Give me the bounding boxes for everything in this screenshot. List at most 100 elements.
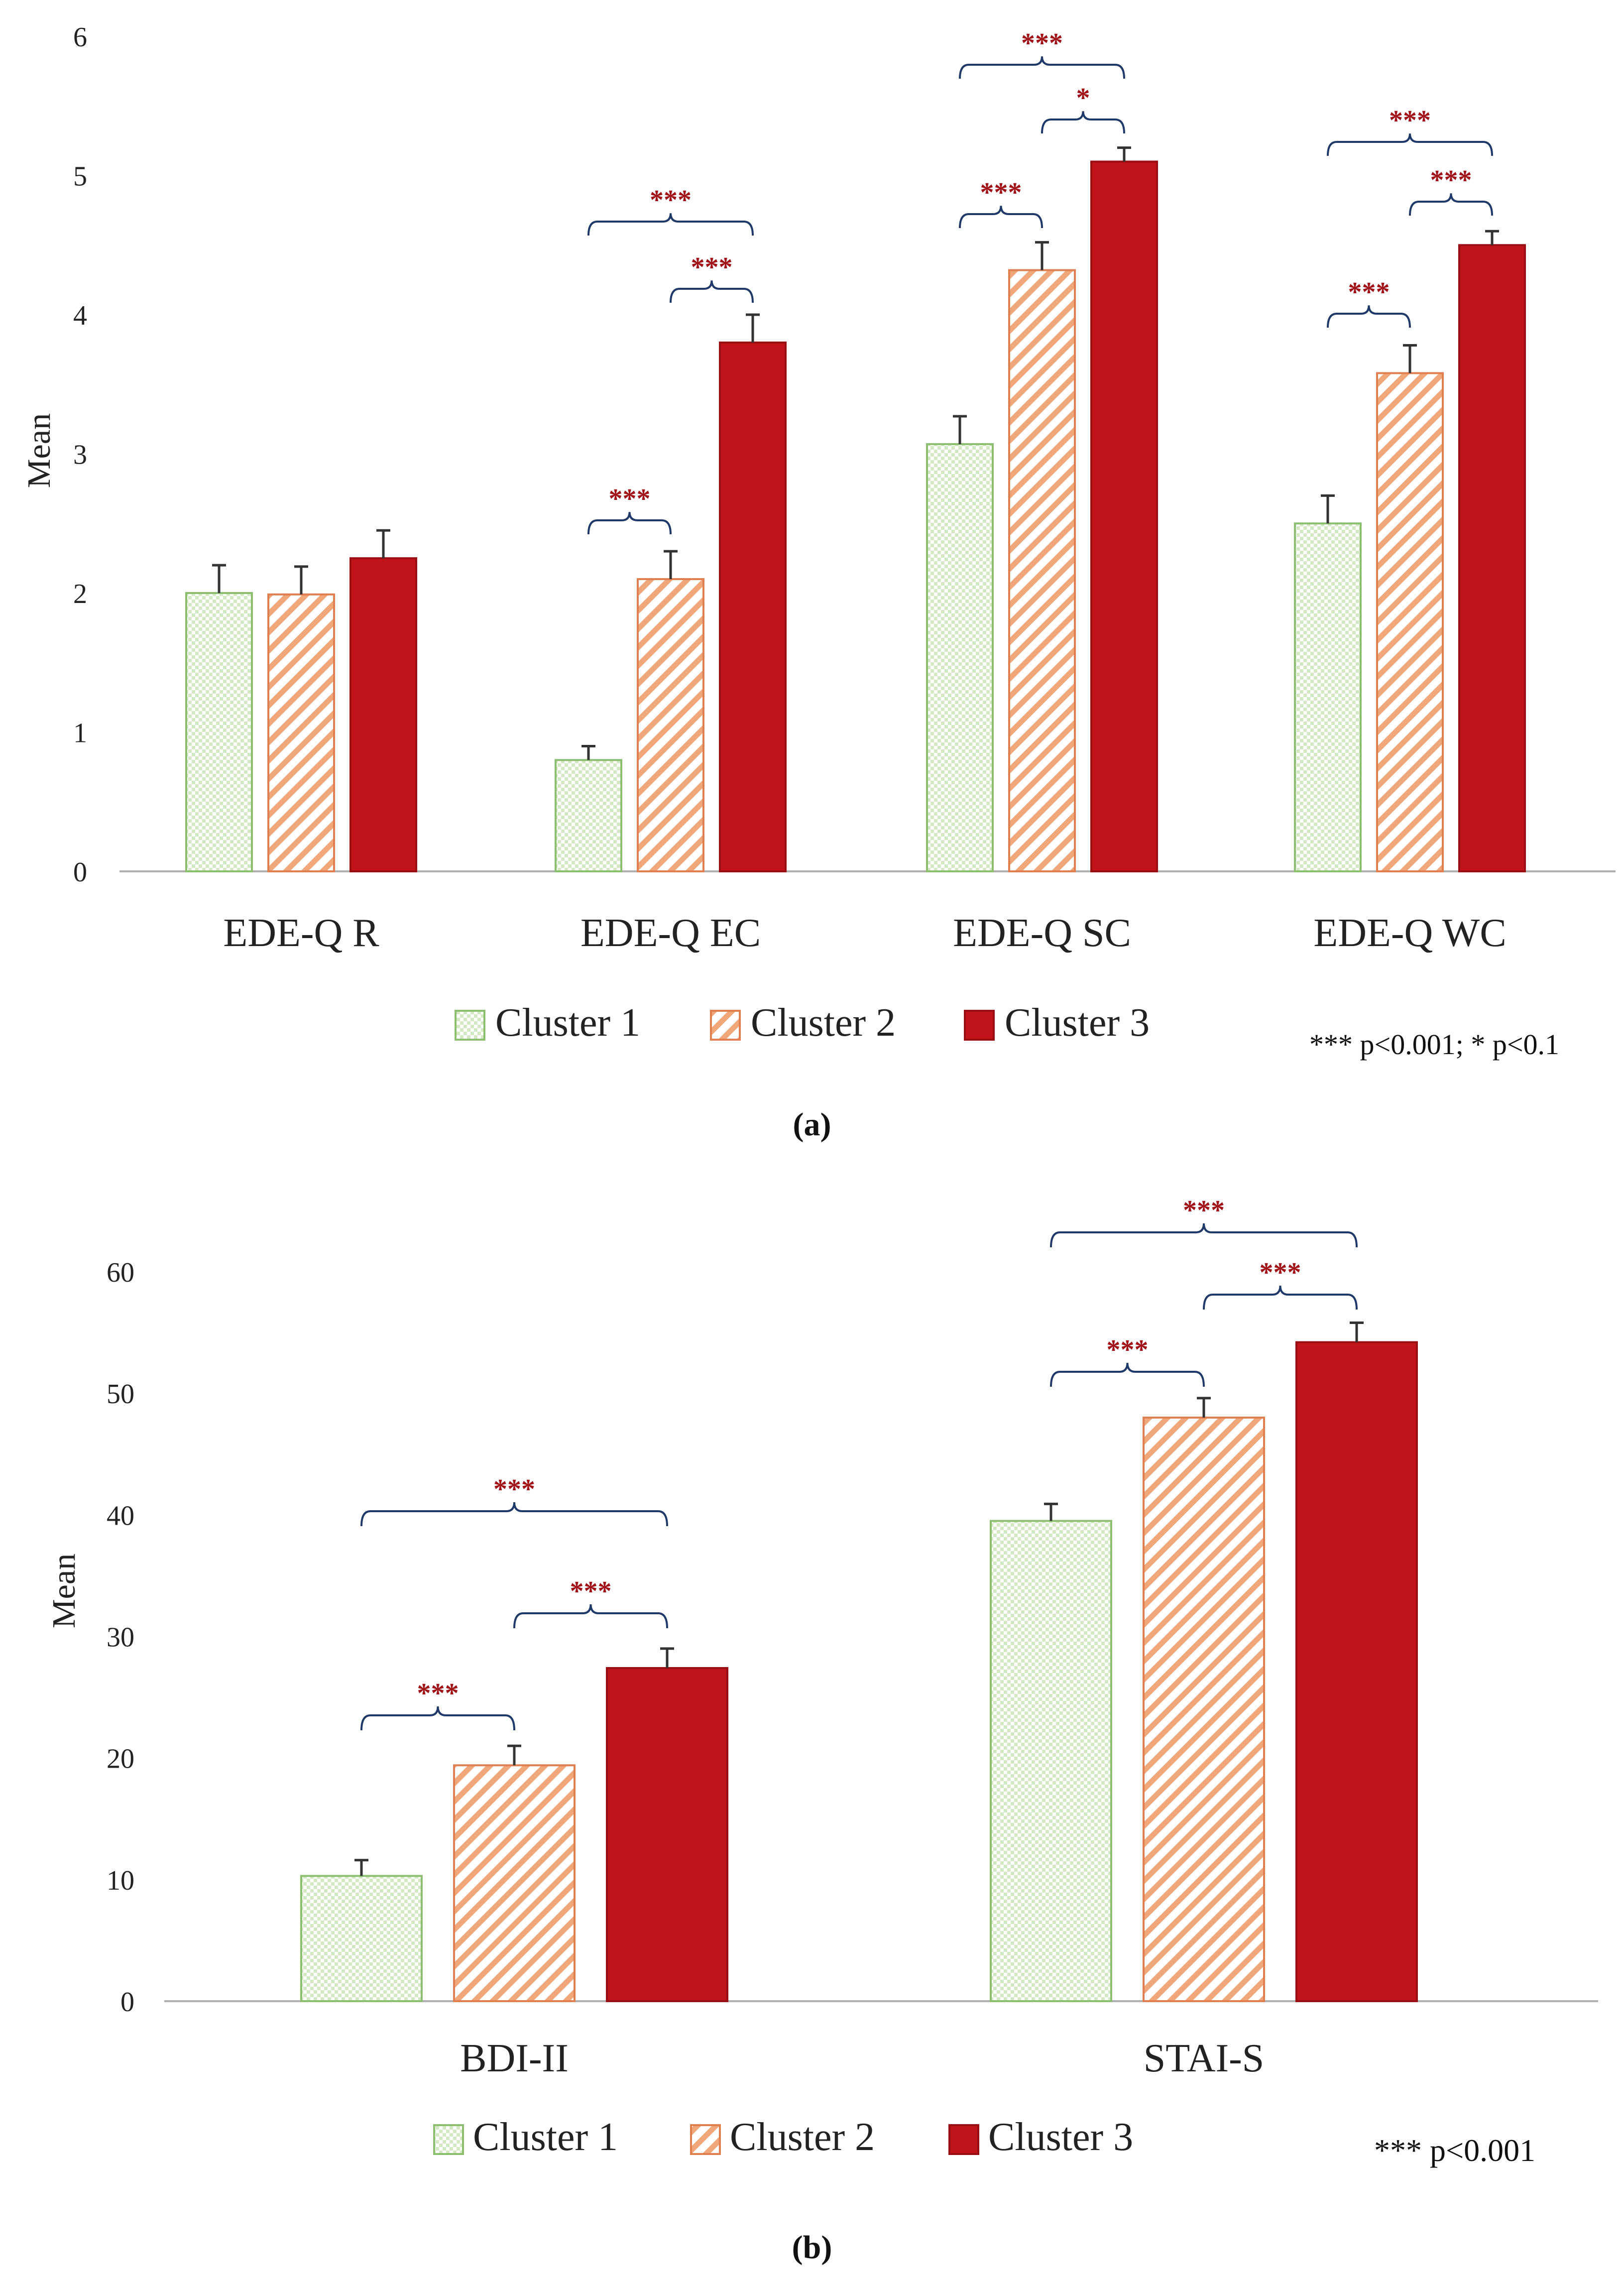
x-category-label-ede-q-ec: EDE-Q EC	[580, 911, 761, 955]
y-tick-label: 60	[107, 1257, 134, 1288]
legend-item-cluster-3: Cluster 3	[964, 1001, 1150, 1045]
significance-bracket	[1203, 1285, 1358, 1310]
panel-a-significance: ********* ****************	[587, 28, 1493, 535]
solid-red-swatch-icon	[948, 2124, 979, 2155]
panel-a-bars	[185, 146, 1526, 873]
significance-bracket	[1050, 1362, 1205, 1387]
bar-cluster-1-stai-s	[990, 1520, 1112, 2003]
bar-cluster-2-ede-q-sc	[1008, 269, 1076, 872]
significance-bracket	[1041, 111, 1125, 134]
significance-bracket	[360, 1706, 515, 1731]
panel-a-y-axis: 0 1 2 3 4 5 6	[73, 22, 87, 888]
legend-item-cluster-2: Cluster 2	[690, 2115, 875, 2159]
y-tick-label: 20	[107, 1744, 134, 1775]
legend-label-cluster-2: Cluster 2	[730, 2115, 875, 2159]
significance-bracket	[1409, 193, 1493, 216]
panel-a-significance-note: *** p<0.001; * p<0.1	[1309, 1028, 1559, 1061]
legend-item-cluster-1: Cluster 1	[433, 2115, 618, 2159]
bar-cluster-2-ede-q-r	[267, 593, 335, 873]
legend-label-cluster-1: Cluster 1	[473, 2115, 618, 2159]
legend-item-cluster-3: Cluster 3	[948, 2115, 1133, 2159]
x-category-label-ede-q-sc: EDE-Q SC	[953, 911, 1131, 955]
bar-cluster-2-ede-q-ec	[637, 578, 704, 873]
significance-bracket	[360, 1502, 668, 1527]
legend-label-cluster-3: Cluster 3	[988, 2115, 1133, 2159]
bar-cluster-1-ede-q-ec	[555, 759, 622, 873]
significance-bracket	[959, 206, 1043, 229]
significance-bracket	[1050, 1223, 1358, 1248]
bar-cluster-3-ede-q-ec	[719, 341, 787, 872]
y-tick-label: 0	[73, 857, 87, 888]
y-tick-label: 30	[107, 1622, 134, 1653]
checker-swatch-icon	[455, 1010, 485, 1041]
panel-b-significance: *** *** *** *** *** ***	[360, 1195, 1358, 1731]
bar-cluster-3-ede-q-sc	[1090, 160, 1158, 872]
bar-cluster-2-ede-q-wc	[1376, 372, 1444, 872]
significance-label: ***	[980, 177, 1022, 208]
checker-swatch-icon	[433, 2124, 464, 2155]
panel-a-x-labels: EDE-Q R EDE-Q EC EDE-Q SC EDE-Q WC	[223, 911, 1506, 955]
significance-bracket	[959, 56, 1125, 79]
bar-cluster-3-bdi-ii	[606, 1667, 728, 2003]
significance-label: ***	[1430, 165, 1472, 196]
significance-label: ***	[1348, 277, 1390, 308]
legend-item-cluster-1: Cluster 1	[455, 1001, 640, 1045]
significance-label: ***	[650, 185, 692, 216]
panel-b-bars	[300, 1321, 1418, 2003]
significance-bracket	[513, 1604, 668, 1629]
y-tick-label: 40	[107, 1500, 134, 1531]
y-tick-label: 0	[120, 1987, 134, 2018]
significance-bracket	[587, 512, 672, 535]
panel-b-y-axis: 0 10 20 30 40 50 60	[107, 1257, 134, 2018]
legend-label-cluster-1: Cluster 1	[495, 1001, 640, 1045]
y-tick-label: 2	[73, 579, 87, 609]
significance-label: ***	[1107, 1334, 1149, 1365]
bar-cluster-2-stai-s	[1143, 1417, 1265, 2002]
significance-label: ***	[1021, 28, 1063, 59]
solid-red-swatch-icon	[964, 1010, 995, 1041]
bar-cluster-2-bdi-ii	[453, 1764, 576, 2002]
y-tick-label: 1	[73, 718, 87, 749]
panel-b-x-labels: BDI-II STAI-S	[460, 2037, 1264, 2080]
significance-label: ***	[609, 483, 651, 514]
panel-b-caption: (b)	[792, 2229, 832, 2266]
significance-bracket	[1327, 133, 1493, 156]
significance-label: ***	[1183, 1195, 1225, 1226]
legend-item-cluster-2: Cluster 2	[710, 1001, 896, 1045]
significance-label: ***	[570, 1576, 612, 1607]
significance-label: ***	[1260, 1257, 1301, 1288]
significance-label: ***	[493, 1474, 535, 1505]
panel-b-y-axis-label: Mean	[46, 1554, 82, 1628]
bar-cluster-3-ede-q-wc	[1458, 244, 1526, 872]
x-category-label-stai-s: STAI-S	[1144, 2037, 1265, 2080]
x-category-label-ede-q-wc: EDE-Q WC	[1313, 911, 1506, 955]
panel-a-caption: (a)	[793, 1106, 831, 1143]
y-tick-label: 10	[107, 1865, 134, 1896]
y-tick-label: 4	[73, 300, 87, 331]
diagonal-stripe-swatch-icon	[690, 2124, 721, 2155]
bar-cluster-1-ede-q-r	[185, 592, 253, 872]
legend-label-cluster-2: Cluster 2	[751, 1001, 896, 1045]
legend-label-cluster-3: Cluster 3	[1005, 1001, 1150, 1045]
bar-cluster-3-stai-s	[1295, 1341, 1418, 2002]
bar-cluster-3-ede-q-r	[349, 557, 417, 872]
significance-bracket	[1327, 305, 1411, 328]
panel-a-legend: Cluster 1 Cluster 2 Cluster 3	[455, 1001, 1150, 1045]
x-category-label-ede-q-r: EDE-Q R	[223, 911, 379, 955]
bar-cluster-1-ede-q-wc	[1294, 522, 1362, 872]
significance-label: ***	[1389, 105, 1431, 136]
diagonal-stripe-swatch-icon	[710, 1010, 741, 1041]
significance-label: ***	[417, 1678, 459, 1709]
significance-bracket	[670, 280, 754, 303]
panel-b-legend: Cluster 1 Cluster 2 Cluster 3	[433, 2115, 1133, 2159]
significance-label: ***	[691, 252, 733, 283]
x-category-label-bdi-ii: BDI-II	[460, 2037, 569, 2080]
y-tick-label: 6	[73, 22, 87, 53]
panel-a-y-axis-label: Mean	[21, 413, 57, 488]
panel-b-significance-note: *** p<0.001	[1374, 2133, 1535, 2168]
significance-bracket	[587, 213, 754, 236]
bar-cluster-1-ede-q-sc	[926, 443, 994, 872]
